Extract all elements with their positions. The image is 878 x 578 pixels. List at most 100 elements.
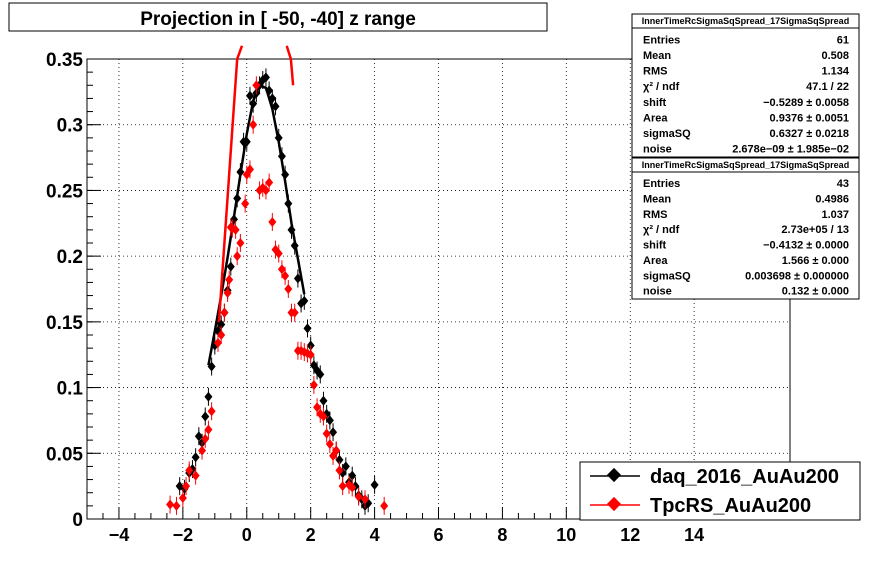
- data-point: [277, 264, 286, 275]
- y-tick-label: 0.05: [46, 444, 83, 465]
- data-point: [290, 240, 299, 251]
- stat-key: RMS: [643, 209, 667, 221]
- stat-boxes: InnerTimeRcSigmaSqSpread_17SigmaSqSpread…: [631, 13, 860, 300]
- data-point: [207, 406, 216, 417]
- stat-box-title: InnerTimeRcSigmaSqSpread_17SigmaSqSpread: [642, 16, 849, 26]
- data-point: [233, 251, 242, 262]
- stat-key: noise: [643, 144, 672, 156]
- data-point: [201, 411, 210, 422]
- stat-value: 0.132 ± 0.000: [782, 286, 849, 298]
- data-point: [185, 465, 194, 476]
- data-point: [319, 411, 328, 422]
- data-point: [178, 492, 187, 503]
- stat-box-frame: [631, 157, 860, 300]
- data-point: [214, 337, 223, 348]
- data-point: [182, 481, 191, 492]
- stat-value: −0.5289 ± 0.0058: [763, 97, 849, 109]
- stat-value: 0.9376 ± 0.0051: [770, 112, 849, 124]
- stat-value: −0.4132 ± 0.0000: [763, 240, 849, 252]
- stat-value: 2.678e−09 ± 1.985e−02: [732, 144, 849, 156]
- data-point: [236, 167, 245, 178]
- data-point: [274, 248, 283, 259]
- data-point: [261, 72, 270, 83]
- axes: −4 −2 0 2 4 6 8 10 12 14 0 0.05 0.1 0.15 0.2 0.25 0.3 0.3…: [46, 50, 791, 545]
- data-point: [300, 295, 309, 306]
- stat-key: RMS: [643, 66, 667, 78]
- stat-key: χ² / ndf: [643, 81, 680, 93]
- data-point: [274, 132, 283, 143]
- y-tick-label: 0: [72, 510, 83, 531]
- data-point: [338, 481, 347, 492]
- data-point: [284, 284, 293, 294]
- data-point: [242, 136, 251, 147]
- data-point: [249, 119, 258, 130]
- data-point: [198, 445, 207, 456]
- y-tick-label: 0.25: [46, 181, 83, 202]
- data-point: [268, 93, 277, 104]
- series-0: [175, 68, 379, 515]
- data-point: [303, 323, 312, 334]
- data-point: [191, 452, 200, 463]
- x-tick-label: 10: [556, 525, 576, 545]
- y-tick-label: 0.3: [57, 116, 83, 137]
- stat-value: 2.73e+05 / 13: [781, 224, 849, 236]
- x-tick-label: 6: [433, 525, 443, 545]
- data-point: [306, 349, 315, 360]
- stat-value: 1.134: [821, 66, 849, 78]
- data-point: [316, 369, 325, 380]
- stat-key: χ² / ndf: [643, 224, 680, 236]
- data-point: [348, 482, 357, 493]
- data-point: [313, 402, 322, 413]
- fit-curve-1-right: [285, 45, 295, 86]
- x-tick-label: −2: [173, 525, 194, 545]
- data-point: [249, 98, 258, 109]
- stat-key: Mean: [643, 50, 671, 62]
- data-point: [281, 169, 290, 180]
- data-point: [268, 216, 277, 227]
- series-1: [166, 76, 389, 515]
- x-tick-label: 8: [497, 525, 507, 545]
- stat-box-frame: [631, 13, 860, 158]
- stat-key: noise: [643, 286, 672, 298]
- data-point: [309, 379, 318, 390]
- data-point: [231, 224, 240, 235]
- data-point: [236, 238, 245, 248]
- x-tick-label: 12: [620, 525, 640, 545]
- data-point: [293, 273, 302, 284]
- data-point: [220, 307, 229, 318]
- data-point: [233, 193, 242, 204]
- legend: daq_2016_AuAu200 TpcRS_AuAu200: [579, 461, 861, 521]
- y-tick-label: 0.35: [46, 50, 83, 71]
- stat-value: 43: [837, 178, 849, 190]
- stat-value: 0.508: [821, 50, 849, 62]
- x-tick-label: −4: [109, 525, 130, 545]
- data-point: [204, 391, 213, 402]
- data-point: [329, 427, 338, 438]
- x-tick-label: 4: [370, 525, 380, 545]
- data-point: [319, 395, 328, 406]
- data-point: [194, 431, 203, 442]
- data-point: [335, 465, 344, 476]
- chart-title: Projection in [ -50, -40] z range: [140, 9, 416, 30]
- data-point: [341, 461, 350, 472]
- data-point: [335, 454, 344, 465]
- data-point: [325, 439, 334, 450]
- data-point: [361, 494, 370, 505]
- data-point: [325, 415, 334, 426]
- stat-key: Entries: [643, 178, 680, 190]
- title-box: [8, 2, 548, 32]
- x-tick-label: 14: [684, 525, 704, 545]
- stat-key: Mean: [643, 193, 671, 205]
- stat-box-1: InnerTimeRcSigmaSqSpread_17SigmaSqSpread…: [631, 157, 860, 300]
- y-tick-label: 0.2: [57, 247, 83, 268]
- stat-key: Area: [643, 112, 668, 124]
- stat-value: 1.566 ± 0.000: [782, 255, 849, 267]
- data-point: [217, 319, 226, 330]
- stat-key: shift: [643, 240, 667, 252]
- data-point: [290, 307, 299, 318]
- stat-box-0: InnerTimeRcSigmaSqSpread_17SigmaSqSpread…: [631, 13, 860, 158]
- data-point: [201, 433, 210, 444]
- stat-box-title: InnerTimeRcSigmaSqSpread_17SigmaSqSpread: [642, 160, 849, 170]
- y-tick-label: 0.15: [46, 313, 83, 334]
